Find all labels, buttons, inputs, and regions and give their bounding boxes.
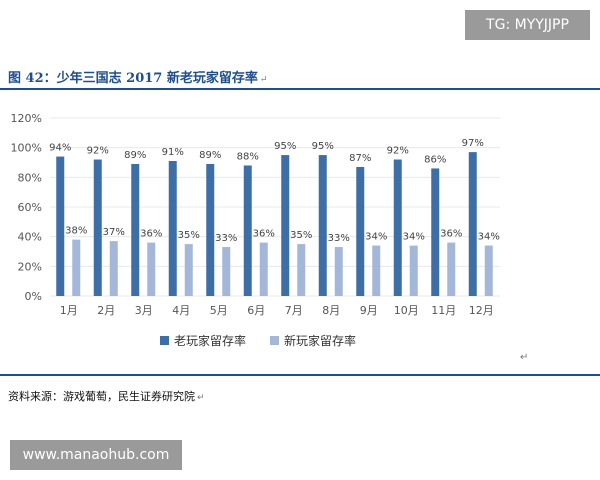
new-player-bar: [447, 242, 456, 296]
source-edit-mark: ↵: [197, 393, 205, 403]
old-player-bar: [468, 152, 477, 296]
new-player-data-label: 38%: [65, 226, 87, 237]
old-player-bar: [356, 166, 365, 296]
x-tick-label: 12月: [469, 304, 494, 317]
old-player-data-label: 89%: [199, 150, 221, 161]
watermark-bottom: www.manaohub.com: [10, 440, 182, 470]
x-tick-label: 10月: [394, 304, 419, 317]
new-player-data-label: 37%: [103, 227, 125, 238]
new-player-data-label: 34%: [365, 232, 387, 243]
old-player-bar: [93, 159, 102, 296]
x-tick-label: 2月: [97, 304, 115, 317]
y-tick-label: 80%: [18, 171, 42, 184]
new-player-data-label: 34%: [478, 232, 500, 243]
new-player-data-label: 33%: [215, 233, 237, 244]
y-tick-label: 0%: [25, 290, 42, 303]
old-player-data-label: 91%: [162, 147, 184, 158]
source-rule: [0, 374, 600, 376]
old-player-bar: [281, 155, 290, 296]
new-player-bar: [184, 244, 193, 296]
legend-label-new: 新玩家留存率: [284, 333, 356, 348]
x-tick-label: 5月: [210, 304, 228, 317]
old-player-data-label: 89%: [124, 150, 146, 161]
figure-title-text: 图 42：少年三国志 2017 新老玩家留存率: [8, 71, 258, 86]
new-player-bar: [372, 245, 381, 296]
title-rule: [0, 88, 600, 90]
new-player-data-label: 35%: [178, 230, 200, 241]
x-tick-label: 4月: [172, 304, 190, 317]
old-player-bar: [206, 163, 215, 296]
new-player-data-label: 33%: [328, 233, 350, 244]
legend-swatch-old: [160, 336, 169, 345]
new-player-bar: [259, 242, 268, 296]
x-tick-label: 6月: [247, 304, 265, 317]
new-player-data-label: 36%: [253, 229, 275, 240]
x-tick-label: 3月: [135, 304, 153, 317]
x-tick-label: 1月: [60, 304, 78, 317]
y-tick-label: 120%: [11, 112, 42, 125]
y-tick-label: 40%: [18, 231, 42, 244]
old-player-bar: [131, 163, 140, 296]
retention-bar-chart: 0% 20% 40% 60% 80% 100% 120% 94% 38% 1月 92% 37% 2月 89…: [11, 112, 500, 348]
source-text: 资料来源：游戏葡萄，民生证券研究院: [8, 390, 195, 403]
old-player-data-label: 86%: [424, 154, 446, 165]
old-player-data-label: 97%: [462, 138, 484, 149]
old-player-bar: [393, 159, 402, 296]
new-player-bar: [409, 245, 418, 296]
new-player-bar: [484, 245, 493, 296]
old-player-data-label: 88%: [237, 151, 259, 162]
old-player-data-label: 92%: [387, 146, 409, 157]
new-player-data-label: 36%: [140, 229, 162, 240]
y-tick-label: 60%: [18, 201, 42, 214]
old-player-data-label: 92%: [87, 146, 109, 157]
old-player-bar: [431, 168, 440, 296]
old-player-data-label: 95%: [312, 141, 334, 152]
new-player-bar: [334, 247, 343, 296]
paragraph-edit-mark: ↵: [520, 352, 529, 363]
watermark-top: TG: MYYJJPP: [465, 10, 590, 40]
new-player-bar: [109, 241, 118, 296]
old-player-bar: [243, 165, 252, 296]
legend-label-old: 老玩家留存率: [174, 333, 246, 348]
old-player-data-label: 94%: [49, 143, 71, 154]
old-player-data-label: 87%: [349, 153, 371, 164]
x-tick-label: 9月: [360, 304, 378, 317]
figure-title: 图 42：少年三国志 2017 新老玩家留存率 ↵: [8, 67, 267, 86]
x-tick-label: 8月: [322, 304, 340, 317]
source-note: 资料来源：游戏葡萄，民生证券研究院 ↵: [8, 388, 205, 404]
x-tick-label: 7月: [285, 304, 303, 317]
new-player-data-label: 36%: [440, 229, 462, 240]
new-player-bar: [147, 242, 156, 296]
old-player-bar: [318, 155, 327, 296]
old-player-bar: [56, 156, 65, 296]
new-player-data-label: 35%: [290, 230, 312, 241]
y-tick-label: 100%: [11, 142, 42, 155]
x-tick-label: 11月: [431, 304, 456, 317]
y-tick-label: 20%: [18, 260, 42, 273]
new-player-bar: [222, 247, 231, 296]
new-player-bar: [72, 239, 81, 296]
new-player-data-label: 34%: [403, 232, 425, 243]
new-player-bar: [297, 244, 306, 296]
old-player-data-label: 95%: [274, 141, 296, 152]
legend-swatch-new: [270, 336, 279, 345]
old-player-bar: [168, 161, 177, 296]
title-edit-mark: ↵: [259, 75, 268, 85]
